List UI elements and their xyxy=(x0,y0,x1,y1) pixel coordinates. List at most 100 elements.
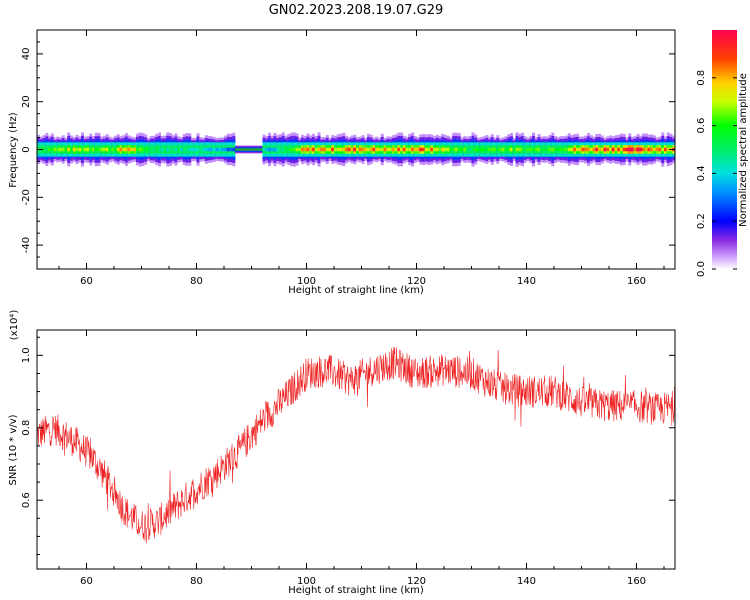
spectrogram-cell xyxy=(199,147,203,152)
spectrogram-cell xyxy=(592,147,596,152)
spectrogram-cell xyxy=(540,147,544,152)
colorbar-gradient xyxy=(712,30,737,269)
spectrogram-cell xyxy=(518,147,522,152)
spectrogram-cell xyxy=(562,147,566,152)
spectrogram-cell xyxy=(78,147,82,152)
spectrogram-cell xyxy=(48,147,52,152)
snr-ylabel: SNR (10 * v/v) xyxy=(8,414,19,485)
spectrogram-cell xyxy=(466,147,470,152)
spectrogram-cell xyxy=(207,147,211,152)
spectrogram-cell xyxy=(438,147,442,152)
spectrogram-cell xyxy=(386,147,390,152)
spectrogram-cell xyxy=(174,147,178,152)
spectrogram-cell xyxy=(268,147,272,152)
spectrogram-cell xyxy=(45,147,49,152)
spectrogram-cell xyxy=(523,147,527,152)
spectrogram-cell xyxy=(163,147,167,152)
spectrogram-gap-cell xyxy=(237,148,241,151)
spectrogram-cell xyxy=(548,147,552,152)
spectrogram-cell xyxy=(416,147,420,152)
spectrogram-cell xyxy=(56,147,60,152)
spectrogram-cell xyxy=(364,147,368,152)
spectrogram-cell xyxy=(452,147,456,152)
spectrogram-cell xyxy=(468,147,472,152)
spectrogram-cell xyxy=(353,147,357,152)
spectrogram-cell xyxy=(215,147,219,152)
spectrogram-cell xyxy=(185,147,189,152)
colorbar-tick-label: 0.8 xyxy=(696,70,707,86)
spectrogram-cell xyxy=(380,147,384,152)
spectrogram-cell xyxy=(83,147,87,152)
spectrogram-cell xyxy=(279,147,283,152)
spectrogram-cell xyxy=(196,147,200,152)
snr-panel: 60 80 100 120 140 160 0.6 0.8 1.0 Height of str… xyxy=(8,310,676,596)
spectrogram-cell xyxy=(193,147,197,152)
spectrogram-cell xyxy=(383,147,387,152)
spectrogram-cell xyxy=(306,147,310,152)
spectrogram-cell xyxy=(391,147,395,152)
spectrogram-cell xyxy=(471,147,475,152)
spectrogram-cell xyxy=(666,147,670,152)
spectrogram-cell xyxy=(61,147,65,152)
spectrogram-y-tick-label: 0 xyxy=(21,146,32,152)
spectrogram-cell xyxy=(229,147,233,152)
spectrogram-cell xyxy=(224,147,228,152)
spectrogram-cell xyxy=(75,147,79,152)
spectrogram-cell xyxy=(510,147,514,152)
snr-xlabel: Height of straight line (km) xyxy=(288,585,424,596)
spectrogram-cell xyxy=(144,147,148,152)
colorbar-tick-label: 0.4 xyxy=(696,165,707,181)
spectrogram-cell xyxy=(496,147,500,152)
spectrogram-cell xyxy=(369,147,373,152)
spectrogram-cell xyxy=(400,147,404,152)
spectrogram-cell xyxy=(232,147,236,152)
spectrogram-cell xyxy=(397,147,401,152)
spectrogram-cell xyxy=(644,147,648,152)
spectrogram-y-tick-label: -20 xyxy=(21,189,32,205)
spectrogram-cell xyxy=(138,147,142,152)
spectrogram-cell xyxy=(460,147,464,152)
spectrogram-cell xyxy=(116,147,120,152)
spectrogram-cell xyxy=(521,147,525,152)
colorbar-label: Normalized spectral amplitude xyxy=(738,73,749,227)
spectrogram-cell xyxy=(105,147,109,152)
spectrogram-cell xyxy=(276,147,280,152)
colorbar: 0.0 0.2 0.4 0.6 0.8 Normalized spectral ampl… xyxy=(696,30,749,277)
spectrogram-x-tick-label: 160 xyxy=(627,276,646,287)
spectrogram-cell xyxy=(493,147,497,152)
spectrogram-cell xyxy=(595,147,599,152)
spectrogram-cell xyxy=(133,147,137,152)
snr-y-tick-label: 1.0 xyxy=(21,347,32,363)
spectrogram-cell xyxy=(565,147,569,152)
spectrogram-cell xyxy=(81,147,85,152)
spectrogram-cell xyxy=(515,147,519,152)
spectrogram-cell xyxy=(655,147,659,152)
spectrogram-cell xyxy=(614,147,618,152)
spectrogram-cell xyxy=(639,147,643,152)
spectrogram-cell xyxy=(325,147,329,152)
spectrogram-y-tick-label: 20 xyxy=(21,95,32,108)
spectrogram-x-tick-label: 80 xyxy=(190,276,203,287)
spectrogram-cell xyxy=(309,147,313,152)
spectrogram-cell xyxy=(501,147,505,152)
spectrogram-cell xyxy=(372,147,376,152)
spectrogram-cell xyxy=(342,147,346,152)
figure-title: GN02.2023.208.19.07.G29 xyxy=(269,3,444,18)
spectrogram-cell xyxy=(537,147,541,152)
spectrogram-cell xyxy=(130,147,134,152)
spectrogram-cell xyxy=(485,147,489,152)
spectrogram-cell xyxy=(89,147,93,152)
spectrogram-cell xyxy=(367,147,371,152)
spectrogram-cell xyxy=(160,147,164,152)
spectrogram-cell xyxy=(64,147,68,152)
colorbar-tick-label: 0.2 xyxy=(696,213,707,229)
spectrogram-x-tick-label: 120 xyxy=(407,276,426,287)
spectrogram-cell xyxy=(94,147,98,152)
spectrogram-cell xyxy=(636,147,640,152)
spectrogram-cell xyxy=(320,147,324,152)
spectrogram-cell xyxy=(210,147,214,152)
spectrogram-cell xyxy=(477,147,481,152)
spectrogram-cell xyxy=(67,147,71,152)
spectrogram-cell xyxy=(628,147,632,152)
